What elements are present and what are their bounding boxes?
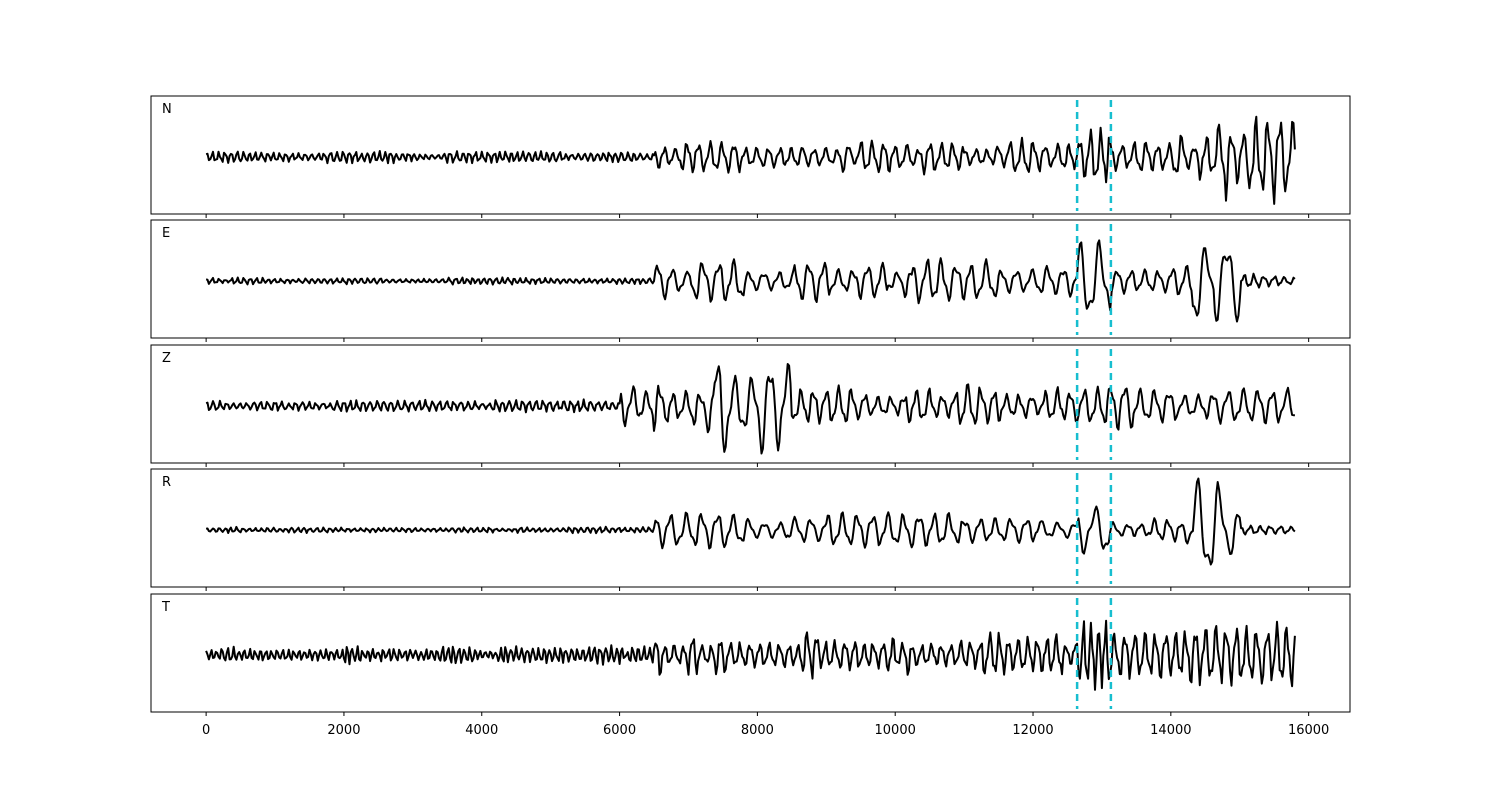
x-tick-label: 0	[202, 723, 210, 738]
panel-t: T	[150, 593, 1351, 716]
panel-frame	[150, 593, 1351, 713]
component-label: R	[162, 475, 171, 490]
x-tick-label: 8000	[741, 723, 774, 738]
trace-t	[205, 619, 1296, 691]
x-tick-label: 4000	[465, 723, 498, 738]
component-label: T	[161, 600, 170, 615]
component-label: E	[162, 226, 170, 241]
x-tick-label: 16000	[1288, 723, 1329, 738]
x-tick-label: 2000	[327, 723, 360, 738]
panel-frame	[150, 95, 1351, 215]
x-tick-label: 14000	[1150, 723, 1191, 738]
panel-e: E	[150, 219, 1351, 342]
trace-n	[205, 115, 1296, 205]
x-axis: 0 2000 4000 6000 8000 10000 12000 14000 16000	[202, 723, 1329, 738]
panel-frame	[150, 219, 1351, 339]
x-tick-label: 10000	[875, 723, 916, 738]
trace-e	[205, 239, 1296, 323]
x-tick-label: 6000	[603, 723, 636, 738]
trace-z	[205, 363, 1295, 455]
x-tick-label: 12000	[1012, 723, 1053, 738]
panel-frame	[150, 344, 1351, 464]
panel-n: N	[150, 95, 1351, 218]
trace-r	[205, 477, 1296, 566]
panels-group: N E Z R T	[150, 95, 1351, 716]
component-label: Z	[162, 351, 171, 366]
panel-r: R	[150, 468, 1351, 591]
panel-frame	[150, 468, 1351, 588]
component-label: N	[162, 102, 172, 117]
panel-z: Z	[150, 344, 1351, 467]
